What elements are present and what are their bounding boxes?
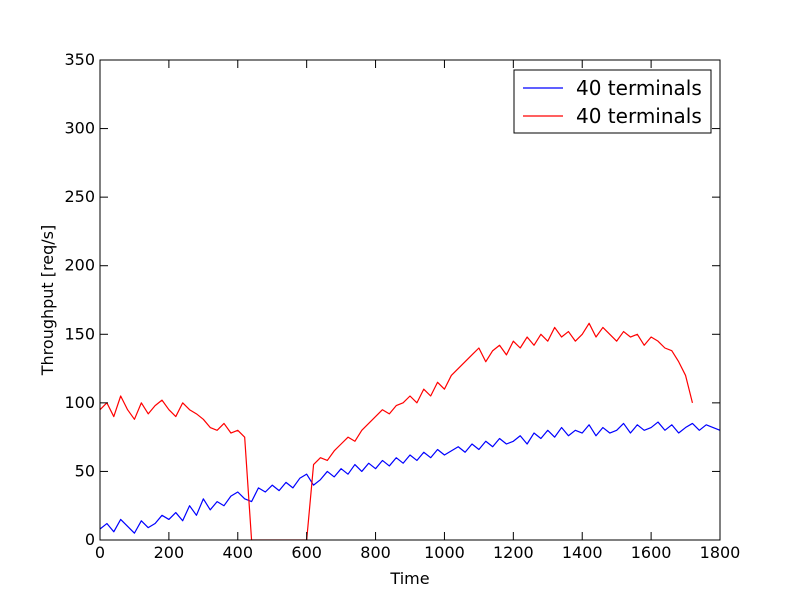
- y-tick-label: 100: [64, 393, 95, 412]
- y-tick-label: 50: [75, 461, 95, 480]
- x-axis-label: Time: [389, 569, 429, 588]
- series-line-2: [100, 322, 694, 540]
- y-tick-label: 0: [85, 530, 95, 549]
- x-tick-label: 0: [95, 543, 105, 562]
- plot-frame: [99, 59, 721, 541]
- legend-entry-1: 40 terminals: [576, 76, 702, 100]
- x-tick-label: 1200: [493, 543, 534, 562]
- legend: 40 terminals 40 terminals: [513, 69, 712, 134]
- x-tick-label: 200: [154, 543, 185, 562]
- x-axis-title: Time: [389, 569, 429, 588]
- y-tick-label: 150: [64, 324, 95, 343]
- y-tick-label: 300: [64, 119, 95, 138]
- x-tick-label: 1400: [562, 543, 603, 562]
- y-tick-label: 250: [64, 187, 95, 206]
- y-tick-label: 200: [64, 256, 95, 275]
- series-group: [100, 322, 720, 540]
- y-axis-label: Throughput [req/s]: [38, 225, 57, 376]
- legend-entry-2: 40 terminals: [576, 104, 702, 128]
- x-tick-label: 800: [360, 543, 391, 562]
- series-line-1: [100, 421, 720, 534]
- y-axis-title: Throughput [req/s]: [38, 225, 57, 376]
- legend-box: [513, 69, 712, 134]
- x-tick-label: 1600: [631, 543, 672, 562]
- x-tick-label: 600: [291, 543, 322, 562]
- y-tick-label: 350: [64, 50, 95, 69]
- x-tick-label: 1000: [424, 543, 465, 562]
- x-tick-label: 400: [223, 543, 254, 562]
- x-tick-label: 1800: [700, 543, 741, 562]
